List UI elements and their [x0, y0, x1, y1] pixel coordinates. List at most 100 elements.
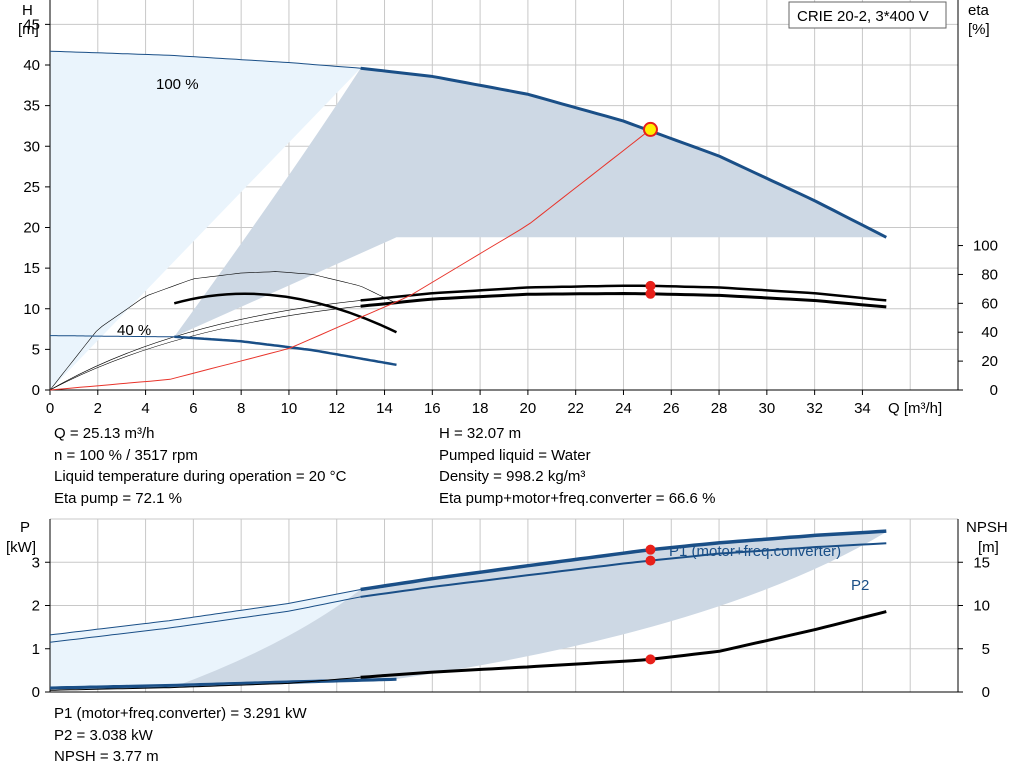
- q-tick-label: 10: [281, 400, 298, 417]
- info-liquid-temperature: Liquid temperature during operation = 20…: [54, 468, 347, 485]
- q-tick-label: 26: [663, 400, 680, 417]
- duty-point-p2: [645, 555, 656, 566]
- q-tick-label: 30: [758, 400, 775, 417]
- p-tick-label: 1: [32, 641, 40, 658]
- q-tick-label: 24: [615, 400, 632, 417]
- info-speed: n = 100 % / 3517 rpm: [54, 446, 198, 464]
- eta-axis-unit: [%]: [968, 21, 990, 38]
- npsh-tick-label: 5: [982, 641, 990, 658]
- duty-point-p1: [645, 544, 656, 555]
- info-p2: P2 = 3.038 kW: [54, 726, 153, 744]
- info-flow: Q = 25.13 m³/h: [54, 425, 155, 442]
- p1-curve-thin: [49, 589, 361, 636]
- speed-100-label: 100 %: [156, 76, 199, 93]
- q-tick-label: 12: [328, 400, 345, 417]
- title-box: [788, 1, 947, 29]
- h-tick-label: 5: [32, 341, 40, 358]
- p2-curve-thin: [49, 596, 361, 643]
- p-tick-label: 2: [32, 598, 40, 615]
- q-tick-label: 32: [806, 400, 823, 417]
- head-curve-100-thin: [49, 50, 361, 69]
- p1-curve-label: P1 (motor+freq.converter): [669, 543, 841, 560]
- title-box-text: CRIE 20-2, 3*400 V: [797, 8, 929, 25]
- head-curve-40-thin: [50, 335, 175, 338]
- info-npsh: NPSH = 3.77 m: [54, 748, 159, 765]
- npsh-tick-label: 15: [973, 554, 990, 571]
- h-tick-label: 15: [23, 260, 40, 277]
- info-eta-total: Eta pump+motor+freq.converter = 66.6 %: [439, 489, 716, 507]
- eta-40-thin: [49, 271, 397, 391]
- eta-thin-1: [49, 300, 361, 391]
- h-tick-label: 45: [23, 16, 40, 33]
- info-head: H = 32.07 m: [439, 425, 522, 442]
- q-tick-label: 6: [189, 400, 197, 417]
- h-tick-label: 10: [23, 301, 40, 318]
- p1-curve: [360, 529, 887, 592]
- q-tick-label: 2: [94, 400, 102, 417]
- eta-pump-curve: [360, 284, 887, 302]
- h-tick-label: 30: [23, 138, 40, 155]
- duty-point-head: [642, 121, 658, 137]
- info-bottom: P1 (motor+freq.converter) = 3.291 kW P2 …: [54, 703, 307, 768]
- h-tick-label: 35: [23, 98, 40, 115]
- npsh-curve-thin: [49, 676, 361, 691]
- h-axis-label: H: [22, 2, 33, 19]
- h-tick-label: 20: [23, 220, 40, 237]
- info-pumped-liquid: Pumped liquid = Water: [439, 446, 591, 464]
- head-curve-100: [360, 66, 887, 239]
- q-tick-label: 14: [376, 400, 393, 417]
- info-eta-pump: Eta pump = 72.1 %: [54, 489, 182, 507]
- duty-point-npsh: [645, 654, 656, 665]
- head-eta-plot: 0 2 4 6 8 10 12 14 16 18 20 22 24 26 28 30 32 34051015202…: [23, 0, 998, 417]
- duty-point-eta-pump: [645, 280, 656, 291]
- h-tick-label: 40: [23, 57, 40, 74]
- p2-curve: [360, 542, 887, 598]
- eta-total-curve: [360, 291, 887, 309]
- p2-curve-label: P2: [851, 577, 869, 594]
- p-tick-label: 3: [32, 554, 40, 571]
- duty-point-eta-total: [645, 288, 656, 299]
- info-density: Density = 998.2 kg/m³: [439, 468, 586, 485]
- eta-tick-label: 100: [973, 238, 998, 255]
- q-tick-label: 22: [567, 400, 584, 417]
- q-tick-label: 0: [46, 400, 54, 417]
- q-tick-label: 4: [141, 400, 149, 417]
- head-curve-40: [174, 335, 397, 367]
- area-light: [50, 51, 361, 390]
- npsh-axis-label: NPSH: [966, 519, 1008, 536]
- area-operating-power: [174, 531, 887, 687]
- npsh-axis-unit: [m]: [978, 539, 999, 556]
- q-tick-label: 20: [520, 400, 537, 417]
- h-tick-label: 25: [23, 179, 40, 196]
- h-tick-label: 0: [32, 382, 40, 399]
- npsh-tick-label: 0: [982, 684, 990, 701]
- eta-tick-label: 40: [981, 324, 998, 341]
- q-tick-label: 16: [424, 400, 441, 417]
- eta-axis-label: eta: [968, 2, 990, 19]
- p-tick-label: 0: [32, 684, 40, 701]
- q-tick-label: 8: [237, 400, 245, 417]
- q-tick-label: 28: [711, 400, 728, 417]
- info-p1: P1 (motor+freq.converter) = 3.291 kW: [54, 705, 307, 722]
- p-axis-unit: [kW]: [6, 539, 36, 556]
- power-npsh-plot: 0 1 2 3 0 5 10 15: [32, 518, 990, 701]
- q-axis-label: Q [m³/h]: [888, 400, 942, 417]
- p1-curve-40: [49, 677, 397, 689]
- info-top-right: H = 32.07 m Pumped liquid = Water Densit…: [439, 423, 715, 509]
- system-curve: [49, 129, 651, 391]
- npsh-tick-label: 10: [973, 598, 990, 615]
- eta-40-curve: [173, 292, 398, 334]
- q-tick-label: 18: [472, 400, 489, 417]
- eta-tick-label: 0: [990, 382, 998, 399]
- speed-40-label: 40 %: [117, 322, 151, 339]
- info-top-left: Q = 25.13 m³/h n = 100 % / 3517 rpm Liqu…: [54, 423, 346, 509]
- p-axis-label: P: [20, 519, 30, 536]
- eta-tick-label: 20: [981, 353, 998, 370]
- npsh-curve: [360, 610, 887, 679]
- h-axis-unit: [m]: [18, 21, 39, 38]
- eta-tick-label: 80: [981, 266, 998, 283]
- q-tick-label: 34: [854, 400, 871, 417]
- eta-tick-label: 60: [981, 295, 998, 312]
- area-operating: [174, 68, 887, 337]
